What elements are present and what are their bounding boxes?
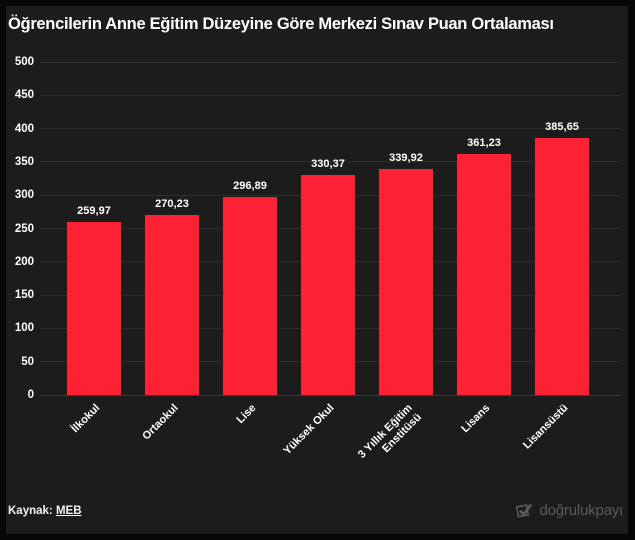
chart-bar: [379, 168, 433, 395]
source-link[interactable]: MEB: [55, 505, 82, 517]
gridline-450: [40, 94, 621, 96]
chart-bar: [145, 215, 199, 395]
chart-bar: [301, 174, 355, 395]
gridline-500: [40, 61, 621, 63]
y-axis-tick-label: 50: [21, 355, 34, 368]
bar-value-label: 339,92: [389, 151, 423, 164]
y-axis-tick-label: 450: [14, 89, 34, 102]
chart-title: Öğrencilerin Anne Eğitim Düzeyine Göre M…: [8, 15, 554, 33]
gridline-0: [40, 394, 621, 396]
gridline-400: [40, 128, 621, 130]
bar-value-label: 330,37: [311, 157, 345, 170]
y-axis-tick-label: 100: [14, 322, 34, 335]
bar-value-label: 270,23: [155, 198, 189, 211]
source-note: Kaynak: MEB: [8, 505, 82, 517]
y-axis-tick-label: 250: [14, 222, 34, 235]
chart-bar: [67, 221, 121, 395]
chart-bar: [457, 154, 511, 395]
y-axis-tick-label: 350: [14, 155, 34, 168]
chart-bar: [535, 138, 589, 395]
y-axis-tick-label: 200: [14, 255, 34, 268]
y-axis-tick-label: 500: [14, 56, 34, 68]
bar-value-label: 361,23: [467, 137, 501, 150]
y-axis-tick-label: 400: [14, 122, 34, 135]
bar-value-label: 296,89: [233, 180, 267, 193]
gridline-350: [40, 161, 621, 163]
y-axis-tick-label: 150: [14, 289, 34, 302]
bar-value-label: 385,65: [545, 121, 579, 134]
source-label: Kaynak:: [8, 505, 53, 517]
y-axis-tick-label: 0: [27, 389, 34, 401]
chart-bar: [223, 197, 277, 395]
brand-watermark: doğrulukpayı: [515, 501, 624, 520]
y-axis-tick-label: 300: [14, 189, 34, 202]
bar-value-label: 259,97: [77, 204, 111, 217]
plot-area: İlkokul Ortaokul Lise Yüksek Okul 3 Yıllık E…: [15, 56, 621, 461]
brand-name: doğrulukpayı: [539, 502, 624, 519]
check-logo-icon: [515, 503, 532, 518]
